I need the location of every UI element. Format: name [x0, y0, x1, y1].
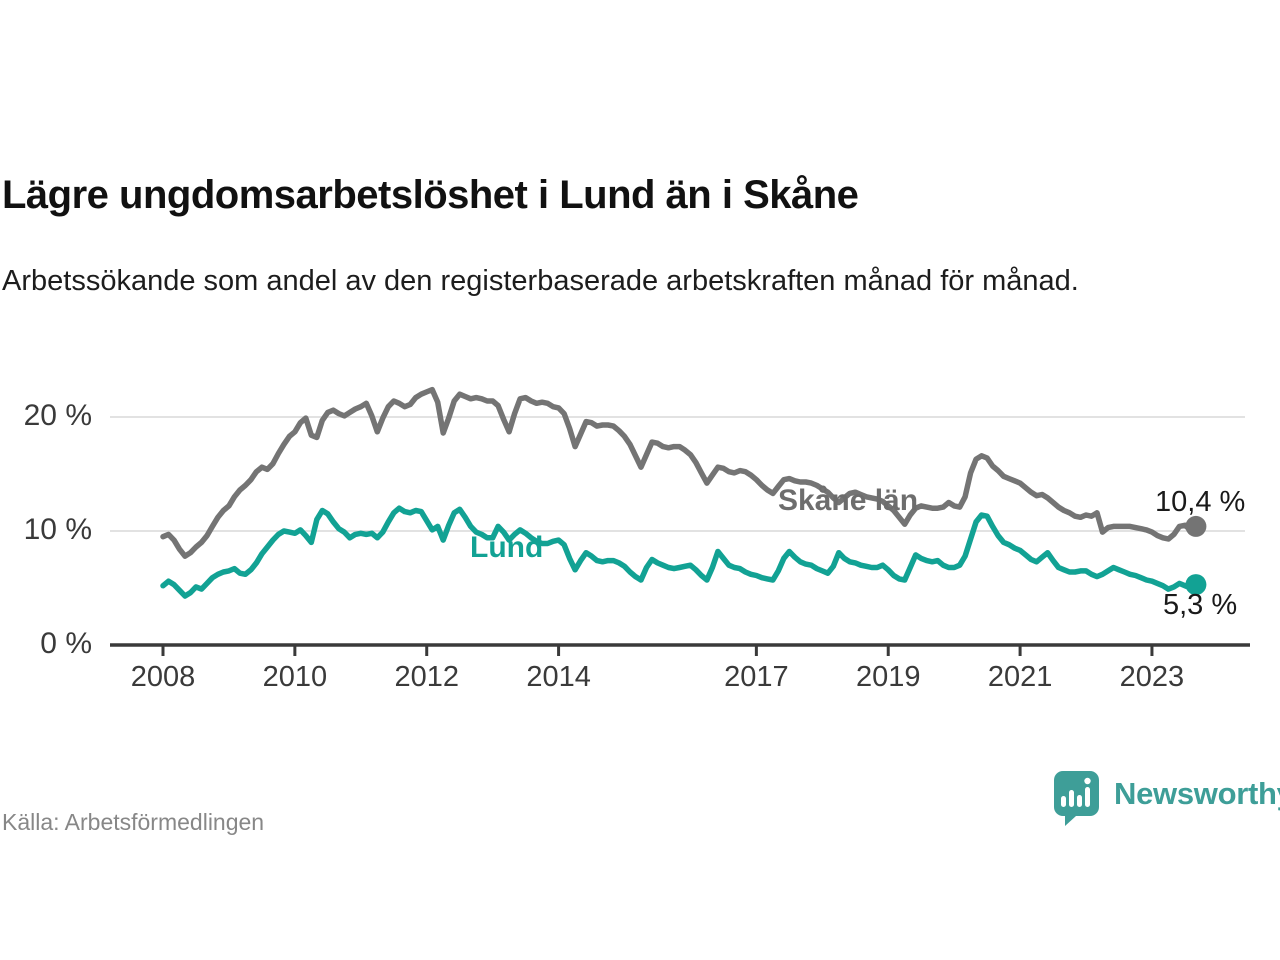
series-label-skane-lan: Skåne län [778, 484, 919, 517]
series-line-lund [160, 505, 1199, 599]
bar-1 [1061, 796, 1066, 807]
newsworthy-logo-icon [1054, 771, 1099, 826]
source-attribution: Källa: Arbetsförmedlingen [2, 809, 265, 835]
x-axis-label: 2014 [526, 661, 591, 693]
chart-subtitle: Arbetssökande som andel av den registerb… [2, 265, 1079, 297]
x-axis-label: 2010 [262, 661, 328, 693]
end-value-label-skane: 10,4 % [1155, 486, 1246, 518]
y-axis-label: 10 % [23, 513, 92, 546]
y-axis-label: 0 % [40, 627, 92, 660]
series-label-lund: Lund [470, 531, 544, 564]
series-line-skane-lan [160, 386, 1199, 559]
end-value-label-lund: 5,3 % [1163, 589, 1238, 621]
x-axis-label: 2021 [987, 661, 1053, 693]
x-axis-label: 2019 [855, 661, 921, 693]
page-title: Lägre ungdomsarbetslöshet i Lund än i Sk… [2, 172, 859, 217]
exclamation-bar [1085, 787, 1090, 807]
series-end-dot-skane-lan [1185, 515, 1207, 537]
x-axis-label: 2023 [1119, 661, 1185, 693]
bar-2 [1069, 790, 1074, 807]
exclamation-dot [1084, 777, 1091, 785]
bar-3 [1077, 795, 1082, 807]
newsworthy-wordmark: Newsworthy [1114, 776, 1280, 811]
speech-bubble-shape [1054, 771, 1099, 826]
series-end-dot-lund [1185, 574, 1207, 596]
x-axis-label: 2012 [394, 661, 459, 693]
newsworthy-logo: Newsworthy [1053, 770, 1280, 826]
x-axis-label: 2008 [130, 661, 196, 693]
y-axis-label: 20 % [23, 399, 92, 432]
x-axis-label: 2017 [724, 661, 789, 693]
